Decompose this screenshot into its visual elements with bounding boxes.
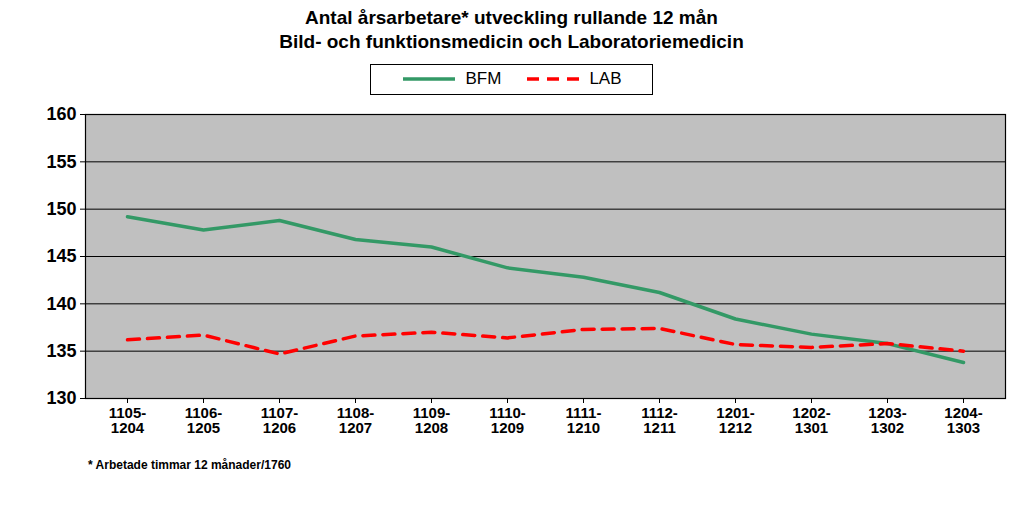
svg-text:1202-1301: 1202-1301 (792, 404, 830, 436)
html-text:Antal årsarbetare* utveckling: Antal årsarbetare* utveckling rullande 1… (305, 7, 718, 28)
svg-text:1108-1207: 1108-1207 (337, 404, 375, 436)
svg-text:1106-1205: 1106-1205 (185, 404, 223, 436)
html-text:BFM: BFM (465, 69, 502, 88)
svg-text:155: 155 (46, 152, 76, 172)
html-text:LAB: LAB (589, 69, 622, 88)
svg-text:135: 135 (46, 341, 76, 361)
svg-text:1109-1208: 1109-1208 (413, 404, 451, 436)
svg-text:145: 145 (46, 246, 76, 266)
svg-text:140: 140 (46, 294, 76, 314)
svg-text:1112-1211: 1112-1211 (641, 404, 678, 436)
html-text:* Arbetade timmar 12 månader/1: * Arbetade timmar 12 månader/1760 (88, 458, 291, 472)
svg-text:1204-1303: 1204-1303 (944, 404, 982, 436)
svg-text:1203-1302: 1203-1302 (868, 404, 906, 436)
svg-text:1110-1209: 1110-1209 (489, 404, 526, 436)
svg-text:160: 160 (46, 106, 76, 124)
svg-text:1105-1204: 1105-1204 (109, 404, 147, 436)
html-text:Bild- och funktionsmedicin och: Bild- och funktionsmedicin och Laborator… (279, 31, 744, 52)
svg-text:150: 150 (46, 199, 76, 219)
svg-text:1107-1206: 1107-1206 (261, 404, 299, 436)
svg-text:1111-1210: 1111-1210 (566, 404, 602, 436)
svg-text:130: 130 (46, 388, 76, 408)
svg-text:1201-1212: 1201-1212 (716, 404, 754, 436)
